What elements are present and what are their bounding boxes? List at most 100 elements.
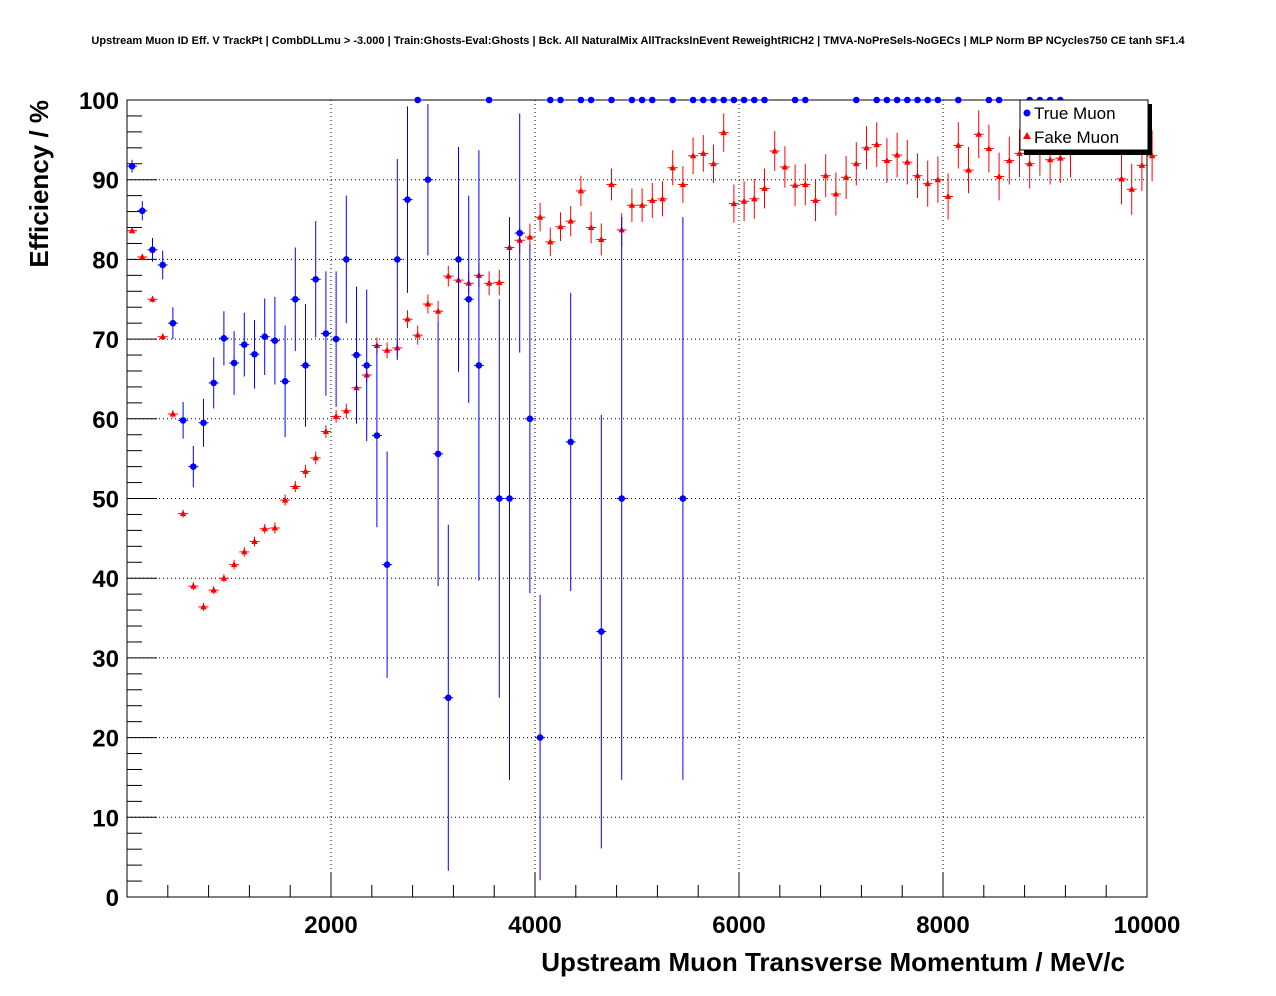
fake-muon-marker-25 — [383, 346, 391, 353]
true-muon-point-45 — [586, 96, 597, 104]
y-axis-title: Efficiency / % — [24, 100, 54, 268]
true-muon-point-57 — [718, 96, 729, 104]
true-muon-point-11 — [239, 312, 250, 377]
true-muon-marker-13 — [261, 333, 269, 341]
fake-muon-point-21 — [341, 403, 352, 419]
series-true-muon — [127, 96, 1066, 881]
fake-muon-point-64 — [779, 146, 790, 188]
true-muon-marker-24 — [373, 432, 381, 439]
fake-muon-point-30 — [433, 300, 444, 322]
true-muon-marker-73 — [985, 96, 993, 104]
legend-label-fake-muon: Fake Muon — [1034, 128, 1119, 147]
fake-muon-marker-35 — [485, 279, 493, 286]
true-muon-point-36 — [494, 299, 505, 698]
fake-muon-marker-75 — [893, 151, 901, 158]
fake-muon-point-54 — [677, 166, 688, 203]
true-muon-marker-62 — [791, 96, 799, 104]
fake-muon-point-18 — [310, 451, 321, 465]
true-muon-marker-29 — [424, 176, 432, 183]
true-muon-point-9 — [218, 311, 229, 366]
true-muon-point-46 — [596, 414, 607, 849]
legend-marker-true-muon — [1023, 109, 1031, 117]
y-tick-label-5: 50 — [92, 487, 119, 514]
fake-muon-marker-39 — [526, 233, 534, 240]
true-muon-point-33 — [463, 195, 474, 403]
fake-muon-marker-51 — [649, 196, 656, 203]
true-muon-marker-16 — [292, 295, 299, 303]
fake-muon-point-40 — [535, 202, 546, 232]
fake-muon-point-82 — [963, 147, 974, 194]
true-muon-point-19 — [320, 271, 331, 396]
true-muon-marker-41 — [547, 96, 554, 104]
fake-muon-point-73 — [871, 122, 882, 167]
fake-muon-point-45 — [586, 211, 597, 244]
fake-muon-point-70 — [841, 155, 852, 199]
true-muon-marker-33 — [465, 295, 473, 303]
fake-muon-marker-76 — [904, 158, 911, 165]
fake-muon-point-68 — [820, 154, 831, 198]
fake-muon-marker-21 — [343, 407, 350, 414]
true-muon-point-72 — [953, 96, 964, 104]
fake-muon-marker-20 — [332, 412, 340, 419]
fake-muon-marker-94 — [1128, 185, 1135, 192]
true-muon-point-44 — [575, 96, 586, 104]
true-muon-point-50 — [637, 96, 648, 104]
fake-muon-marker-72 — [863, 144, 870, 151]
true-muon-marker-70 — [924, 96, 931, 104]
fake-muon-point-62 — [759, 168, 770, 209]
fake-muon-marker-15 — [281, 496, 289, 503]
fake-muon-marker-9 — [220, 574, 228, 581]
true-muon-point-53 — [677, 217, 688, 780]
true-muon-point-35 — [484, 96, 495, 104]
fake-muon-point-53 — [667, 150, 678, 186]
fake-muon-point-9 — [218, 574, 229, 583]
fake-muon-marker-47 — [608, 180, 615, 187]
fake-muon-marker-54 — [679, 180, 687, 187]
true-muon-marker-15 — [281, 378, 289, 385]
fake-muon-marker-91 — [1057, 154, 1064, 161]
fake-muon-point-66 — [800, 163, 811, 206]
fake-muon-marker-2 — [149, 295, 156, 302]
true-muon-marker-55 — [700, 96, 707, 104]
fake-muon-marker-44 — [577, 187, 585, 194]
true-muon-marker-7 — [200, 419, 207, 427]
fake-muon-marker-88 — [1026, 160, 1033, 167]
true-muon-point-16 — [290, 247, 301, 352]
fake-muon-point-65 — [790, 164, 801, 207]
fake-muon-marker-52 — [659, 195, 666, 202]
x-tick-label-1: 4000 — [508, 912, 561, 939]
true-muon-marker-14 — [271, 337, 279, 344]
true-muon-point-10 — [229, 331, 240, 395]
true-muon-point-3 — [157, 250, 168, 280]
true-muon-point-5 — [178, 402, 189, 439]
fake-muon-point-49 — [626, 188, 637, 222]
fake-muon-point-28 — [412, 325, 423, 345]
fake-muon-marker-50 — [638, 201, 646, 208]
fake-muon-marker-68 — [822, 172, 829, 179]
fake-muon-marker-96 — [1148, 152, 1156, 159]
true-muon-point-42 — [555, 96, 566, 104]
true-muon-point-69 — [912, 96, 923, 104]
fake-muon-point-96 — [1147, 130, 1158, 182]
true-muon-point-43 — [565, 292, 576, 591]
y-tick-label-6: 60 — [92, 407, 119, 434]
fake-muon-marker-80 — [944, 192, 952, 199]
fake-muon-marker-12 — [251, 538, 258, 545]
true-muon-marker-72 — [955, 96, 962, 104]
true-muon-point-1 — [137, 201, 148, 221]
true-muon-marker-64 — [853, 96, 860, 104]
true-muon-marker-12 — [251, 350, 258, 358]
true-muon-point-70 — [922, 96, 933, 104]
true-muon-point-32 — [453, 147, 464, 372]
fake-muon-marker-74 — [883, 157, 891, 164]
true-muon-point-6 — [188, 445, 199, 488]
true-muon-point-64 — [851, 96, 862, 104]
true-muon-point-61 — [759, 96, 770, 104]
fake-muon-point-69 — [830, 172, 841, 216]
fake-muon-point-86 — [1004, 136, 1015, 185]
true-muon-marker-38 — [516, 229, 523, 237]
true-muon-point-73 — [983, 96, 994, 104]
true-muon-point-41 — [545, 96, 556, 104]
y-tick-label-2: 20 — [92, 726, 119, 753]
x-tick-label-0: 2000 — [304, 912, 357, 939]
